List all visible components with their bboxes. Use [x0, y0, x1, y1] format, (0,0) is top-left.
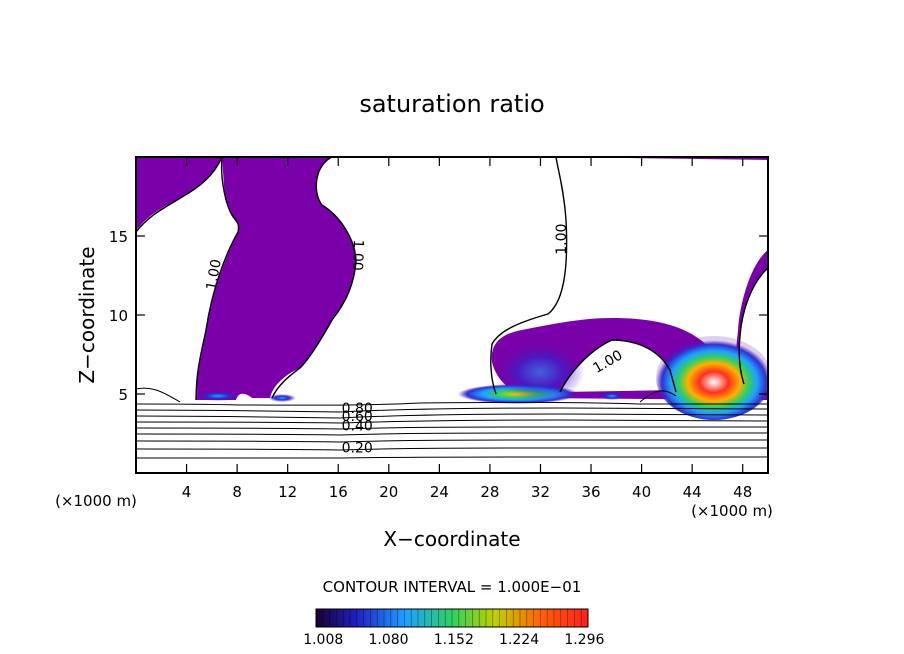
x-unit-label-right: (×1000 m)	[691, 502, 773, 520]
cell-small	[600, 392, 624, 400]
contour-interval-label: CONTOUR INTERVAL = 1.000E−01	[323, 578, 582, 596]
unsaturated-gap-1	[136, 157, 239, 396]
colorbar-stripes	[322, 609, 582, 627]
contour-label: 0.80	[342, 401, 373, 417]
contour-label: 1.00	[554, 224, 570, 255]
cell-left-2	[268, 394, 296, 402]
x-unit-label-left: (×1000 m)	[55, 492, 137, 510]
x-tick-label: 4	[182, 483, 192, 501]
contour-label: 0.60	[342, 409, 373, 425]
supersaturated-region-topleft	[136, 157, 222, 230]
x-tick-label: 28	[480, 483, 499, 501]
cell-right-core	[656, 336, 768, 420]
contour-1-00-boundary-5	[738, 267, 768, 385]
x-tick-label: 24	[430, 483, 449, 501]
contour-1-00-boundary-3	[490, 157, 568, 395]
x-tick-label: 40	[632, 483, 651, 501]
colorbar-tick-label: 1.152	[434, 632, 474, 648]
colorbar: 1.008 1.080 1.152 1.224 1.296	[303, 608, 604, 648]
colorbar-tick-labels: 1.008 1.080 1.152 1.224 1.296	[303, 632, 604, 648]
contour-1-00-boundary-4	[559, 339, 677, 393]
x-axis-label: X−coordinate	[383, 527, 520, 551]
contour-label: 0.40	[342, 418, 373, 434]
contour-1-00-boundary-6	[136, 157, 223, 233]
x-axis: 4 8 12 16 20 24 28 32 36 40 44 48	[182, 157, 752, 501]
contour-label: 1.00	[204, 258, 225, 291]
contour-label: 0.20	[342, 440, 373, 456]
x-tick-label: 32	[531, 483, 550, 501]
chart-title: saturation ratio	[359, 90, 544, 118]
y-axis-label: Z−coordinate	[75, 246, 99, 383]
x-tick-label: 44	[683, 483, 702, 501]
y-tick-label: 15	[109, 228, 128, 246]
colorbar-tick-label: 1.296	[564, 632, 604, 648]
cell-center-halo	[495, 342, 585, 402]
colorbar-tick-label: 1.224	[499, 632, 539, 648]
contour-label: 1.00	[349, 239, 366, 271]
lower-contours	[136, 387, 768, 459]
x-tick-label: 36	[581, 483, 600, 501]
colorbar-tick-label: 1.080	[368, 632, 408, 648]
unsaturated-gap-2	[276, 157, 567, 396]
colorbar-tick-label: 1.008	[303, 632, 343, 648]
y-tick-label: 10	[109, 307, 128, 325]
contour-labels: 1.001.001.001.000.800.600.400.20	[204, 224, 626, 457]
unsaturated-gap-3	[560, 340, 676, 392]
x-tick-label: 8	[232, 483, 242, 501]
y-tick-label: 5	[118, 386, 128, 404]
supersaturated-region-left	[136, 157, 542, 400]
contour-1-00-boundary-2	[271, 157, 357, 399]
x-tick-label: 20	[379, 483, 398, 501]
y-axis: 5 10 15	[109, 228, 768, 404]
plot-area: 1.001.001.001.000.800.600.400.20	[136, 157, 768, 459]
contour-1-00-boundary	[195, 157, 240, 401]
x-tick-label: 12	[278, 483, 297, 501]
x-tick-label: 48	[733, 483, 752, 501]
x-tick-label: 16	[329, 483, 348, 501]
cell-left	[196, 391, 240, 401]
